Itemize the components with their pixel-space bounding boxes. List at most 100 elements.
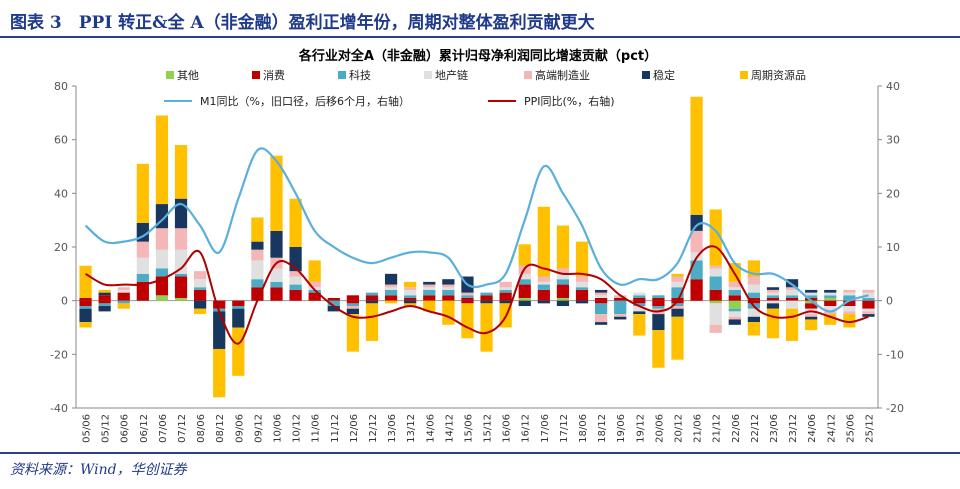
- bar-6-pos-10: [270, 155, 283, 231]
- bar-3-neg-34: [728, 311, 741, 317]
- bar-2-neg-13: [327, 300, 340, 307]
- bar-6-pos-17: [404, 281, 417, 288]
- bar-6-neg-2: [117, 303, 130, 309]
- x-tick-label-33: 21/12: [712, 414, 723, 443]
- bar-4-pos-6: [194, 271, 207, 280]
- bar-2-pos-18: [423, 289, 436, 296]
- bar-1-pos-11: [289, 289, 302, 301]
- bar-3-pos-27: [595, 295, 608, 298]
- bar-6-pos-31: [671, 273, 684, 277]
- x-tick-label-0: 05/06: [82, 414, 93, 443]
- bar-1-pos-23: [518, 284, 531, 298]
- bar-3-pos-9: [251, 260, 264, 280]
- bar-5-neg-25: [556, 300, 570, 307]
- legend-line-label-0: M1同比（%，旧口径，后移6个月，右轴）: [200, 94, 410, 108]
- bar-1-pos-17: [404, 297, 417, 301]
- bar-2-pos-33: [709, 276, 722, 290]
- bar-4-pos-35: [747, 276, 760, 285]
- x-tick-label-29: 19/12: [635, 414, 646, 443]
- bar-3-pos-16: [384, 287, 398, 290]
- bar-3-pos-36: [766, 292, 780, 296]
- bar-2-neg-28: [614, 300, 627, 315]
- bar-5-pos-19: [442, 279, 455, 285]
- legend-label-2: 科技: [349, 68, 371, 82]
- legend-label-4: 高端制造业: [535, 68, 590, 82]
- bar-5-neg-21: [480, 300, 493, 304]
- bar-3-pos-3: [136, 257, 149, 274]
- bar-2-pos-11: [289, 284, 302, 290]
- x-tick-label-38: 24/06: [807, 414, 818, 443]
- bar-1-pos-30: [652, 297, 665, 301]
- bar-1-neg-0: [79, 300, 92, 307]
- x-tick-label-28: 19/06: [616, 414, 627, 443]
- footer-divider: [0, 452, 960, 454]
- bar-3-pos-2: [117, 289, 130, 293]
- bar-6-neg-19: [442, 300, 455, 325]
- x-tick-label-24: 17/06: [540, 414, 551, 443]
- bar-1-pos-34: [728, 295, 741, 301]
- x-tick-label-36: 23/06: [769, 414, 780, 443]
- bar-4-neg-41: [862, 311, 875, 315]
- bar-5-pos-38: [805, 289, 818, 293]
- bar-1-pos-22: [499, 292, 512, 301]
- bar-1-pos-24: [537, 289, 550, 301]
- bar-1-neg-20: [461, 300, 474, 304]
- x-tick-label-31: 20/12: [674, 414, 685, 443]
- bar-4-neg-38: [805, 314, 818, 317]
- bar-1-neg-41: [862, 300, 875, 309]
- bar-3-neg-40: [843, 306, 856, 312]
- bar-5-neg-34: [728, 319, 741, 325]
- bar-1-neg-27: [595, 300, 608, 304]
- bar-4-neg-27: [595, 314, 608, 323]
- bar-5-neg-38: [805, 316, 818, 320]
- bar-5-neg-30: [652, 314, 665, 331]
- bar-2-pos-15: [365, 292, 379, 296]
- bar-4-pos-17: [404, 287, 417, 290]
- x-tick-label-12: 11/06: [311, 414, 322, 443]
- bar-4-pos-22: [499, 281, 512, 288]
- figure-title: 图表 3 PPI 转正&全 A（非金融）盈利正增年份，周期对整体盈利贡献更大: [10, 13, 595, 33]
- bar-3-pos-40: [843, 292, 856, 296]
- bar-6-neg-6: [194, 308, 207, 315]
- bar-6-pos-0: [79, 265, 92, 298]
- bar-6-neg-18: [423, 300, 436, 312]
- bar-6-pos-3: [136, 163, 149, 223]
- bar-4-pos-40: [843, 289, 856, 293]
- left-tick-label-4: 40: [54, 187, 68, 200]
- legend-swatch-3: [424, 71, 432, 79]
- left-tick-label-5: 60: [54, 134, 68, 147]
- bar-4-pos-3: [136, 241, 149, 258]
- bar-4-neg-28: [614, 314, 627, 317]
- bar-5-neg-31: [671, 308, 684, 317]
- bar-2-pos-22: [499, 289, 512, 293]
- bar-6-pos-4: [155, 115, 169, 205]
- x-tick-label-30: 20/06: [654, 414, 665, 443]
- bar-1-pos-35: [747, 297, 760, 301]
- bar-2-pos-20: [461, 295, 474, 298]
- bar-4-pos-16: [384, 284, 398, 288]
- bar-4-neg-34: [728, 316, 741, 320]
- bar-5-neg-35: [747, 316, 760, 323]
- bar-3-pos-6: [194, 279, 207, 288]
- bar-2-pos-24: [537, 284, 550, 290]
- legend-label-0: 其他: [177, 69, 199, 82]
- bar-3-neg-41: [862, 308, 875, 312]
- bar-6-pos-24: [537, 206, 550, 277]
- bar-3-pos-31: [671, 281, 684, 288]
- bar-6-pos-23: [518, 244, 531, 266]
- bar-6-neg-37: [785, 308, 799, 341]
- bar-2-pos-3: [136, 273, 149, 282]
- bar-1-pos-12: [308, 292, 321, 301]
- bar-5-pos-18: [423, 281, 436, 285]
- bar-4-neg-40: [843, 311, 856, 315]
- bar-3-neg-35: [747, 308, 760, 317]
- bar-4-pos-31: [671, 276, 684, 282]
- bar-1-neg-35: [747, 300, 760, 304]
- bar-1-pos-6: [194, 289, 207, 301]
- bar-5-neg-26: [575, 300, 589, 304]
- bar-2-pos-39: [824, 295, 837, 298]
- bar-4-pos-12: [308, 281, 321, 288]
- bar-4-pos-33: [709, 265, 722, 269]
- bar-2-neg-31: [671, 303, 684, 307]
- bar-1-pos-25: [556, 284, 570, 298]
